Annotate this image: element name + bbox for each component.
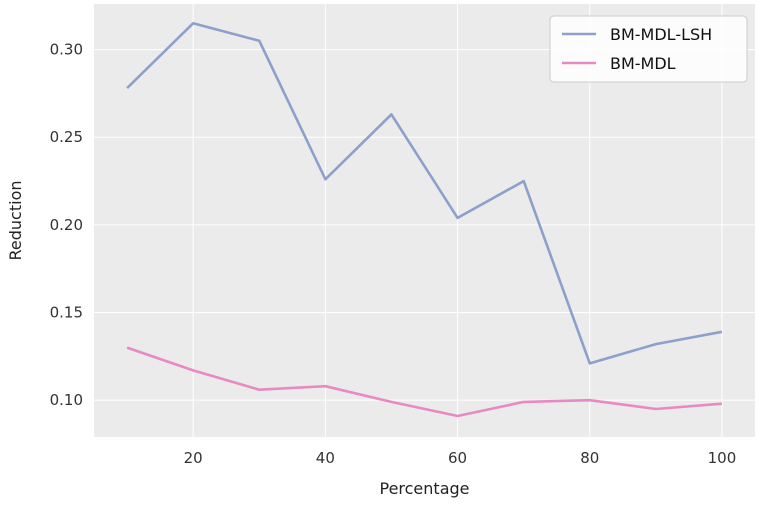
x-axis-ticks: 20 40 60 80 100 xyxy=(184,449,737,467)
legend: BM-MDL-LSH BM-MDL xyxy=(549,15,748,83)
y-tick-label: 0.10 xyxy=(50,391,83,409)
series-group xyxy=(126,21,723,418)
series-line xyxy=(126,21,723,365)
series-line xyxy=(126,346,723,418)
y-tick-label: 0.25 xyxy=(50,128,83,146)
legend-label: BM-MDL-LSH xyxy=(610,25,712,44)
x-axis-label: Percentage xyxy=(379,479,469,498)
y-axis-label: Reduction xyxy=(6,181,25,261)
y-tick-label: 0.20 xyxy=(50,216,83,234)
legend-box xyxy=(549,15,748,83)
x-tick-label: 60 xyxy=(448,449,467,467)
x-tick-label: 40 xyxy=(316,449,335,467)
y-tick-label: 0.30 xyxy=(50,41,83,59)
y-tick-label: 0.15 xyxy=(50,304,83,322)
x-tick-label: 100 xyxy=(708,449,737,467)
x-tick-label: 80 xyxy=(580,449,599,467)
x-tick-label: 20 xyxy=(184,449,203,467)
y-axis-ticks: 0.10 0.15 0.20 0.25 0.30 xyxy=(50,41,83,410)
legend-label: BM-MDL xyxy=(610,54,676,73)
